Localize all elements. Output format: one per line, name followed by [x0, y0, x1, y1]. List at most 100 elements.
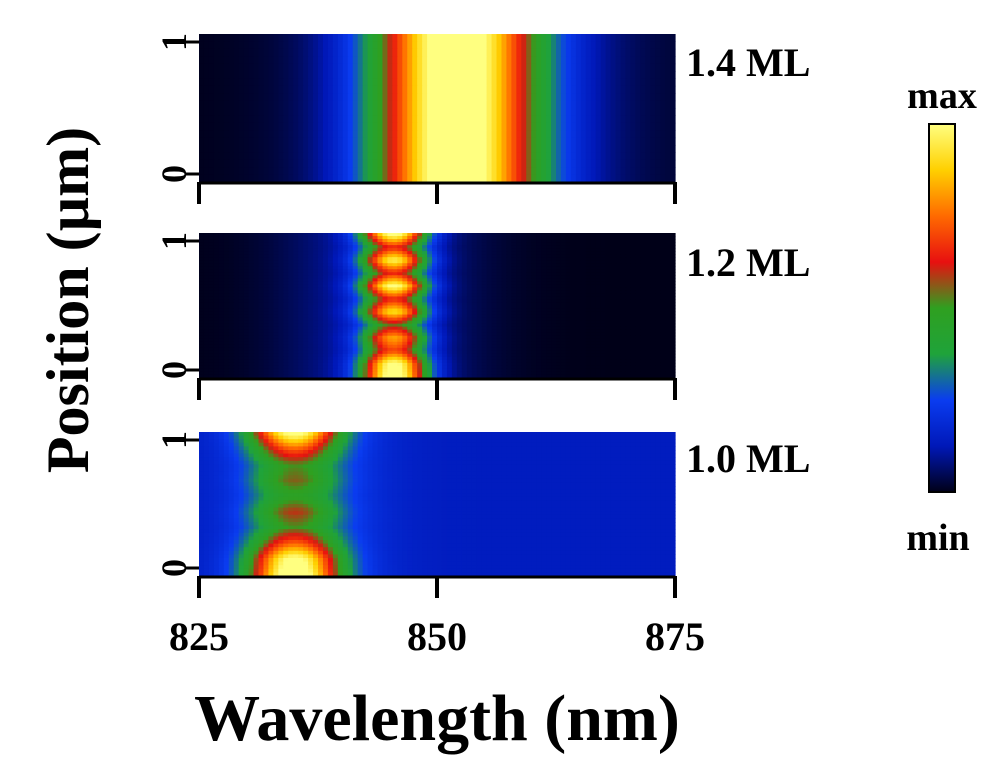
- heatmap-cell: [273, 275, 279, 279]
- heatmap-cell: [332, 239, 339, 243]
- heatmap-cell: [283, 323, 289, 328]
- heatmap-cell: [223, 299, 230, 304]
- heatmap-cell: [665, 260, 671, 264]
- heatmap-cell: [362, 108, 369, 116]
- heatmap-cell: [541, 302, 547, 307]
- heatmap-cell: [486, 85, 493, 94]
- heatmap-cell: [322, 245, 329, 249]
- heatmap-cell: [476, 78, 483, 87]
- heatmap-cell: [461, 48, 468, 57]
- heatmap-cell: [427, 320, 433, 325]
- heatmap-cell: [362, 311, 369, 316]
- heatmap-cell: [233, 115, 240, 124]
- heatmap-cell: [203, 41, 210, 50]
- heatmap-cell: [590, 308, 597, 313]
- heatmap-cell: [362, 236, 369, 240]
- heatmap-cell: [481, 299, 488, 304]
- heatmap-cell: [228, 233, 235, 237]
- heatmap-cell: [670, 311, 676, 316]
- heatmap-cell: [670, 275, 676, 279]
- heatmap-cell: [258, 115, 265, 124]
- heatmap-cell: [313, 302, 319, 307]
- heatmap-cell: [471, 71, 478, 79]
- heatmap-cell: [407, 296, 413, 301]
- heatmap-cell: [332, 323, 339, 328]
- heatmap-cell: [635, 78, 641, 87]
- heatmap-cell: [283, 314, 289, 319]
- heatmap-cell: [397, 34, 403, 42]
- heatmap-cell: [580, 263, 587, 267]
- heatmap-cell: [446, 302, 453, 307]
- heatmap-cell: [486, 302, 493, 307]
- heatmap-cell: [203, 269, 210, 273]
- heatmap-cell: [337, 239, 344, 243]
- heatmap-cell: [437, 272, 443, 276]
- heatmap-cell: [347, 34, 354, 42]
- heatmap-cell: [556, 242, 562, 246]
- heatmap-cell: [342, 296, 349, 301]
- heatmap-cell: [496, 130, 503, 139]
- heatmap-cell: [243, 71, 250, 79]
- heatmap-cell: [313, 263, 319, 267]
- heatmap-cell: [446, 314, 453, 319]
- heatmap-cell: [660, 245, 666, 249]
- heatmap-cell: [243, 34, 250, 42]
- heatmap-cell: [427, 56, 433, 65]
- heatmap-cell: [273, 239, 279, 243]
- heatmap-cell: [526, 174, 532, 183]
- heatmap-cell: [432, 257, 438, 261]
- heatmap-cell: [521, 287, 527, 291]
- heatmap-cell: [397, 305, 403, 310]
- heatmap-cell: [476, 284, 483, 288]
- heatmap-cell: [218, 278, 225, 282]
- heatmap-cell: [456, 254, 463, 258]
- heatmap-cell: [496, 34, 503, 42]
- heatmap-cell: [422, 308, 428, 313]
- heatmap-cell: [600, 311, 607, 316]
- heatmap-cell: [516, 130, 522, 139]
- heatmap-cell: [541, 56, 547, 65]
- heatmap-cell: [313, 159, 319, 168]
- heatmap-cell: [298, 41, 304, 50]
- heatmap-cell: [570, 287, 577, 291]
- heatmap-cell: [511, 137, 517, 146]
- heatmap-cell: [536, 248, 542, 252]
- heatmap-cell: [481, 239, 488, 243]
- heatmap-cell: [402, 299, 408, 304]
- heatmap-cell: [318, 269, 324, 273]
- heatmap-cell: [630, 242, 636, 246]
- heatmap-cell: [412, 251, 418, 255]
- heatmap-cell: [377, 290, 384, 295]
- heatmap-cell: [461, 245, 468, 249]
- heatmap-cell: [218, 159, 225, 168]
- heatmap-cell: [570, 63, 577, 72]
- heatmap-cell: [253, 323, 260, 328]
- heatmap-cell: [665, 85, 671, 94]
- heatmap-cell: [213, 78, 220, 87]
- heatmap-cell: [441, 284, 448, 288]
- heatmap-cell: [392, 159, 398, 168]
- heatmap-cell: [471, 115, 478, 124]
- heatmap-cell: [506, 272, 512, 276]
- heatmap-cell: [357, 34, 364, 42]
- heatmap-cell: [293, 34, 299, 42]
- heatmap-cell: [620, 290, 627, 295]
- heatmap-cell: [516, 257, 522, 261]
- heatmap-cell: [451, 48, 458, 57]
- heatmap-cell: [546, 152, 552, 161]
- heatmap-cell: [347, 115, 354, 124]
- heatmap-cell: [238, 281, 245, 285]
- heatmap-cell: [347, 93, 354, 102]
- heatmap-cell: [565, 308, 572, 313]
- heatmap-cell: [456, 314, 463, 319]
- heatmap-cell: [461, 299, 468, 304]
- heatmap-cell: [665, 287, 671, 291]
- heatmap-cell: [531, 100, 537, 109]
- heatmap-cell: [595, 299, 602, 304]
- heatmap-cell: [615, 260, 622, 264]
- heatmap-cell: [228, 34, 235, 42]
- heatmap-cell: [570, 299, 577, 304]
- heatmap-cell: [243, 287, 250, 291]
- heatmap-cell: [322, 281, 329, 285]
- heatmap-cell: [565, 302, 572, 307]
